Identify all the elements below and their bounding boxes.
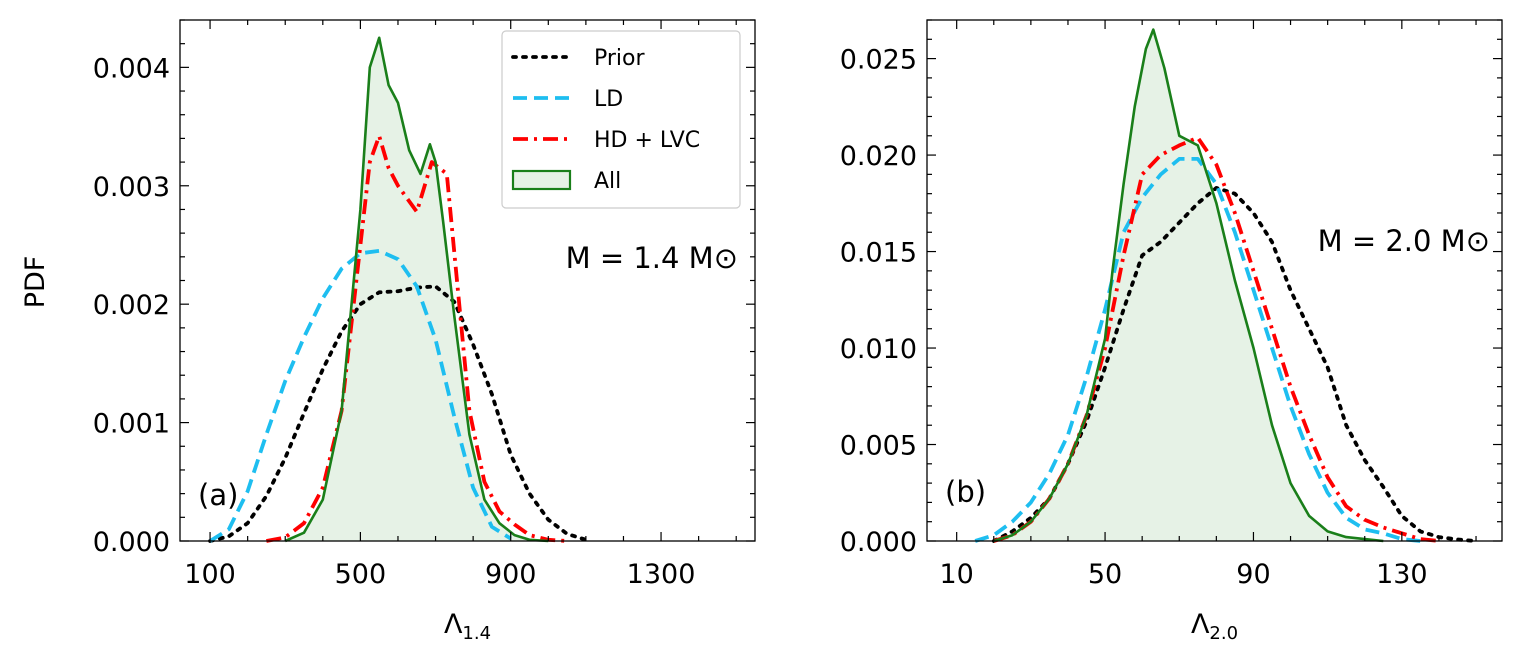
series-all-fill: [993, 29, 1384, 541]
mass-annotation: M = 1.4 M⊙: [566, 241, 738, 275]
y-tick-label: 0.000: [840, 527, 917, 558]
legend: Prior LD HD + LVC All: [501, 30, 741, 209]
legend-label: HD + LVC: [594, 128, 700, 153]
x-tick-label: 100: [184, 559, 236, 590]
panel-label: (b): [945, 475, 986, 509]
mass-annotation: M = 2.0 M⊙: [1318, 224, 1490, 258]
x-axis-label-subscript: 1.4: [462, 623, 491, 644]
panel-label: (a): [198, 478, 238, 512]
y-tick-label: 0.010: [840, 334, 917, 365]
y-tick-label: 0.000: [93, 527, 170, 558]
series-hd-lvc-line: [266, 134, 568, 543]
x-axis-label: Λ2.0: [1191, 609, 1238, 644]
x-tick-label: 90: [1236, 559, 1270, 590]
series-ld-line: [974, 156, 1421, 543]
y-axis-label: PDF: [20, 256, 51, 309]
panel-a: 100 500 900 1300 0.000 0.001 0.002 0.003 0.004 Λ1…: [93, 19, 756, 644]
x-tick-label: 50: [1088, 559, 1122, 590]
y-tick-label: 0.001: [93, 409, 170, 440]
y-tick-label: 0.002: [93, 290, 170, 321]
x-axis-label-subscript: 2.0: [1209, 623, 1238, 644]
x-axis-label-main: Λ: [444, 609, 463, 640]
y-tick-label: 0.003: [93, 172, 170, 203]
y-tick-label: 0.005: [840, 431, 917, 462]
legend-frame: [501, 30, 741, 209]
x-tick-label: 130: [1376, 559, 1428, 590]
x-tick-label: 1300: [627, 559, 696, 590]
series-prior-line: [208, 284, 588, 543]
legend-label: LD: [594, 87, 623, 112]
x-tick-label: 900: [485, 559, 537, 590]
y-tick-label: 0.004: [93, 53, 170, 84]
x-tick-label: 10: [939, 559, 973, 590]
legend-label: Prior: [594, 46, 645, 71]
y-tick-label: 0.020: [840, 141, 917, 172]
legend-swatch: [511, 169, 572, 191]
x-tick-label: 500: [335, 559, 387, 590]
x-axis-label-main: Λ: [1191, 609, 1210, 640]
series-all-line: [993, 28, 1384, 543]
plot-frame: [926, 19, 1503, 542]
y-tick-label: 0.015: [840, 238, 917, 269]
panel-b: 10 50 90 130 0.000 0.005 0.010 0.015 0.020 0.025 Λ…: [840, 19, 1503, 644]
series-prior-line: [991, 185, 1478, 543]
x-axis-label: Λ1.4: [444, 609, 491, 644]
series-all-line: [284, 36, 549, 543]
y-tick-label: 0.025: [840, 45, 917, 76]
legend-label: All: [594, 169, 621, 194]
